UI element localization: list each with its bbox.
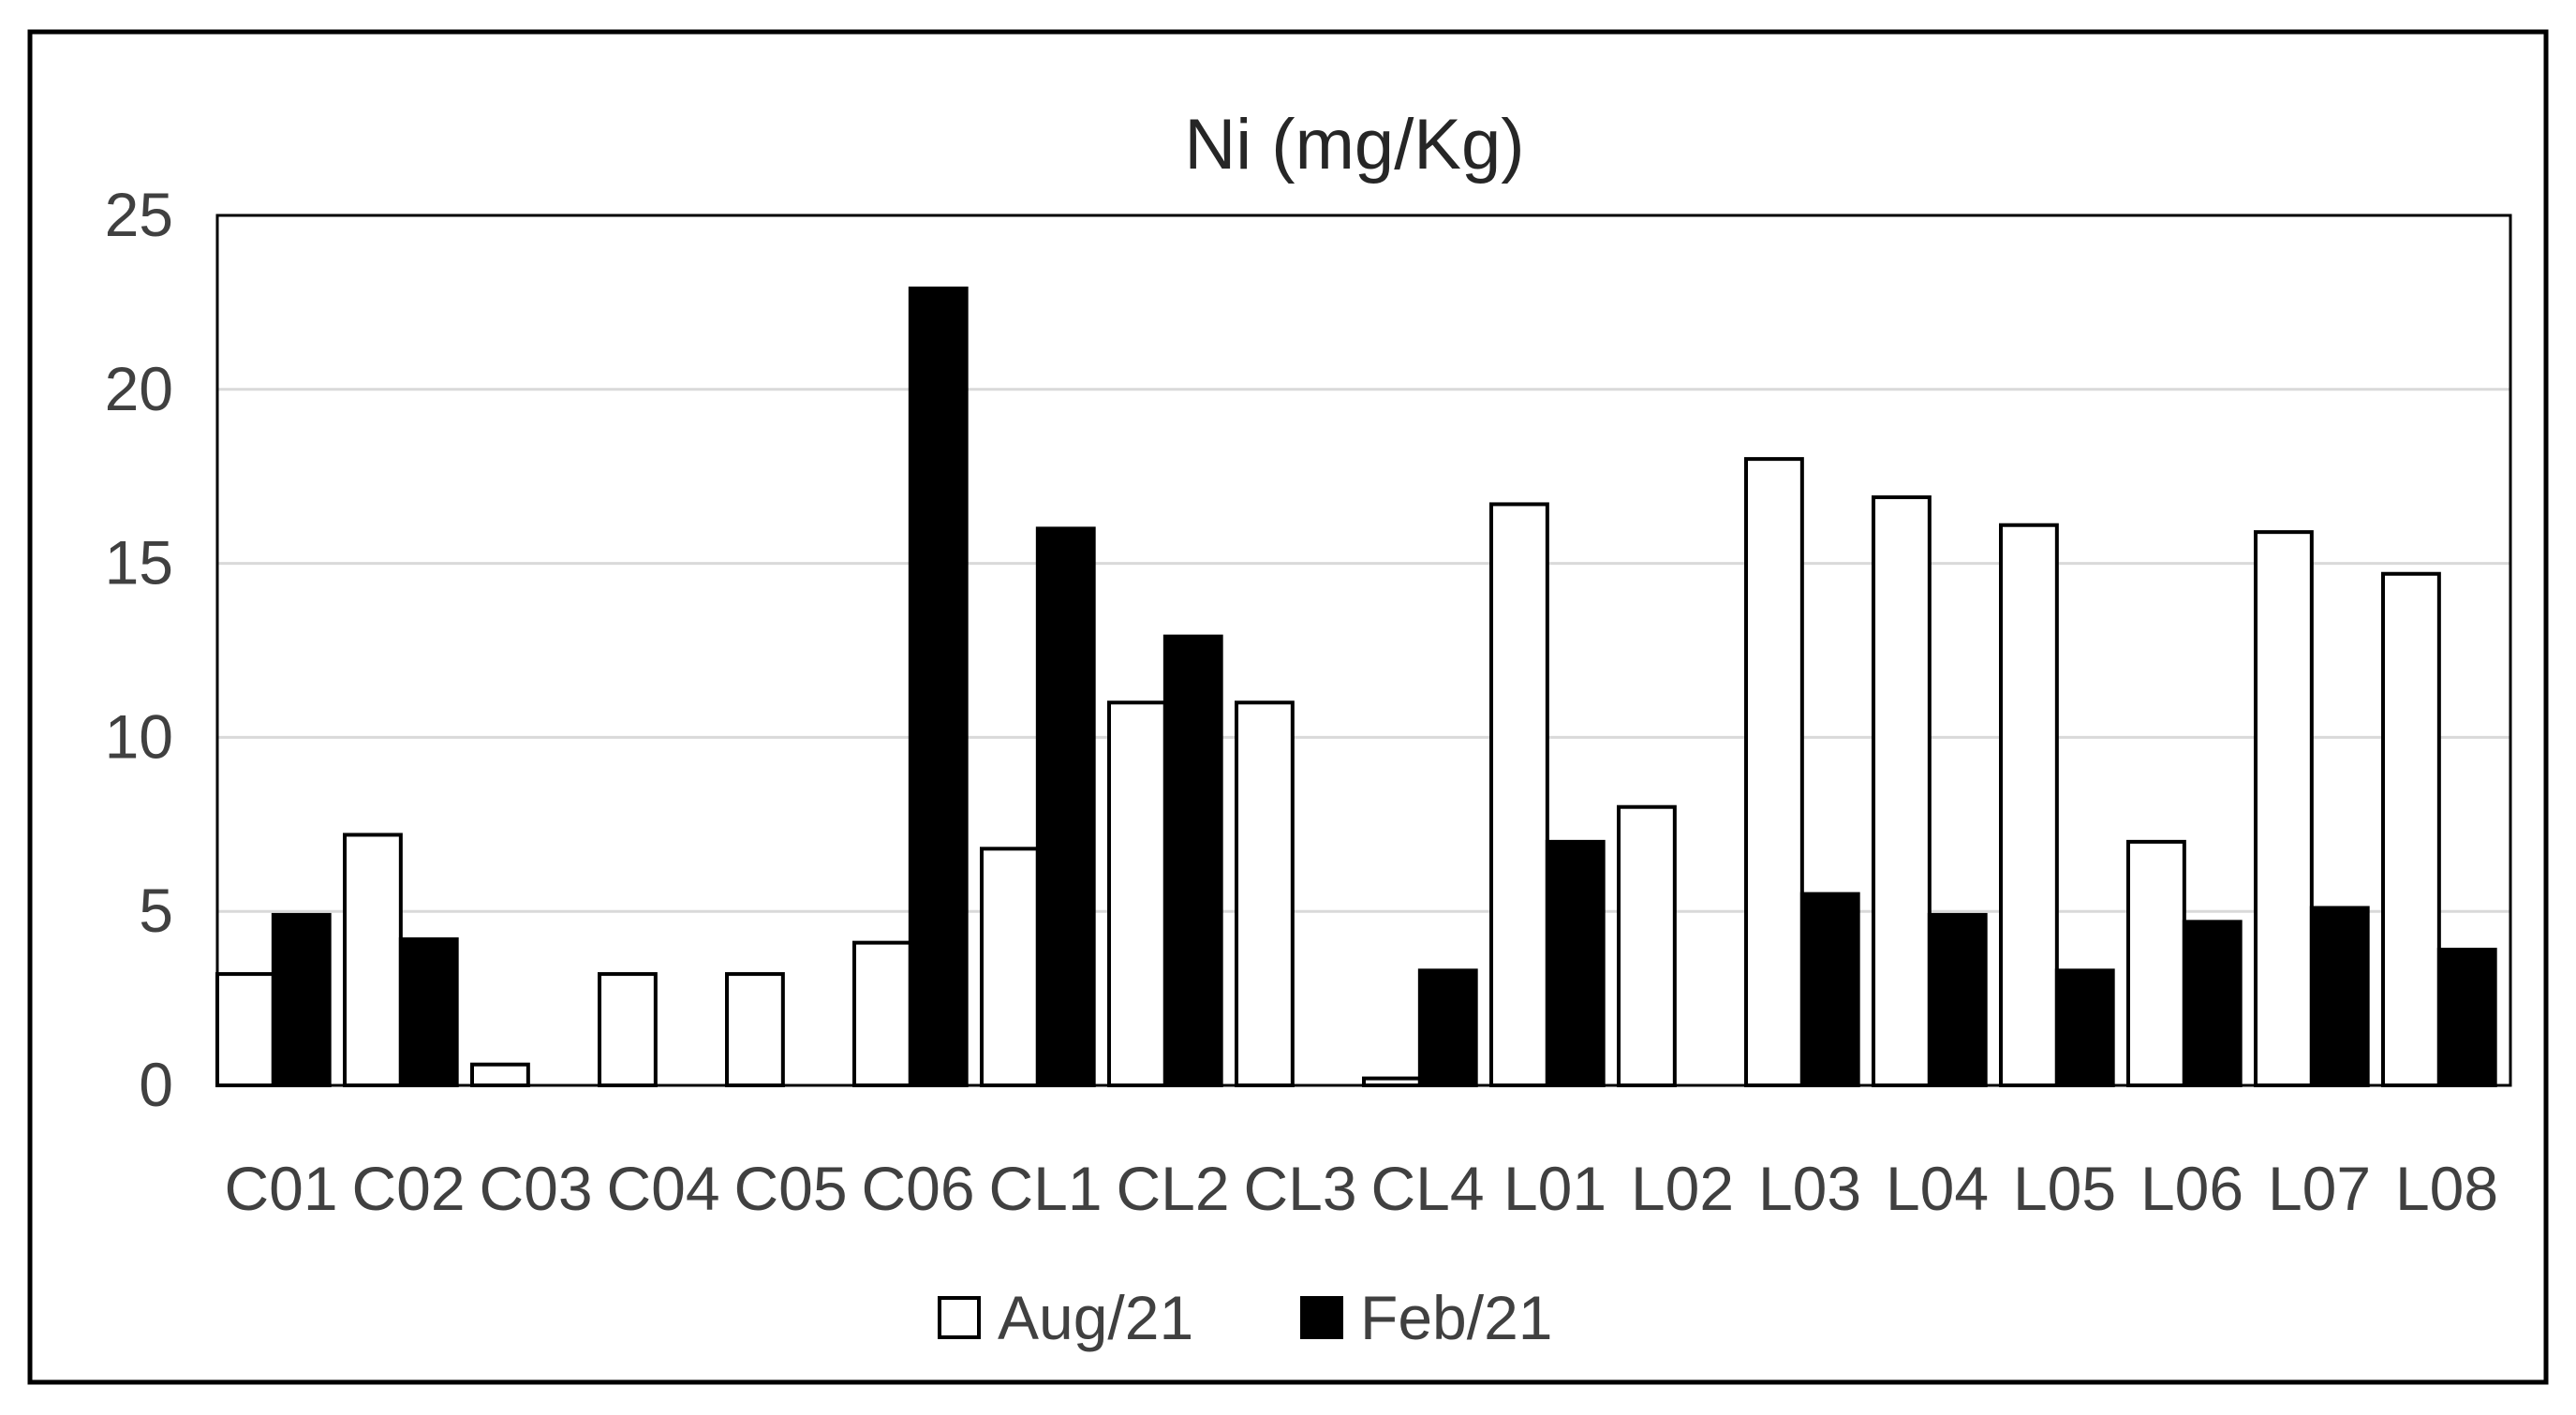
bar-feb-21-l07 [2309,906,2370,1088]
x-tick-label: CL1 [988,1154,1102,1223]
x-tick-label: C02 [351,1154,465,1223]
legend-label: Feb/21 [1360,1283,1552,1352]
chart-title: Ni (mg/Kg) [1184,105,1524,184]
bar-aug-21-l02 [1617,804,1677,1087]
x-tick-label: C05 [733,1154,847,1223]
bar-aug-21-l05 [1999,523,2059,1087]
legend: Aug/21 Feb/21 [938,1283,1552,1352]
bar-feb-21-l01 [1545,839,1606,1087]
x-tick-label: L01 [1503,1154,1606,1223]
legend-swatch [1300,1296,1343,1339]
bar-aug-21-c06 [852,940,912,1087]
bar-feb-21-c06 [908,287,969,1087]
bar-aug-21-c05 [725,972,785,1088]
x-tick-label: CL2 [1116,1154,1229,1223]
legend-swatch [938,1296,981,1339]
bar-aug-21-c01 [215,972,275,1088]
y-tick-label: 25 [105,180,173,249]
bar-feb-21-c02 [398,936,459,1087]
x-tick-label: C04 [606,1154,719,1223]
y-tick-label: 20 [105,354,173,423]
y-tick-label: 10 [105,701,173,771]
bar-feb-21-c01 [271,912,332,1088]
x-tick-label: L03 [1758,1154,1861,1223]
x-tick-label: C06 [861,1154,974,1223]
bar-aug-21-l04 [1872,494,1932,1087]
x-tick-label: L02 [1631,1154,1734,1223]
bar-aug-21-l07 [2254,530,2314,1087]
bar-aug-21-cl2 [1107,700,1167,1087]
bar-aug-21-l08 [2381,571,2441,1087]
bar-aug-21-cl3 [1235,700,1295,1087]
bar-feb-21-cl4 [1417,968,1478,1087]
y-tick-label: 0 [139,1050,173,1119]
x-tick-label: CL3 [1243,1154,1356,1223]
plot-area-frame [215,214,2512,1087]
bar-aug-21-c03 [470,1062,530,1087]
x-tick-label: L06 [2140,1154,2243,1223]
bars [215,287,2497,1088]
bar-aug-21-cl1 [980,847,1040,1088]
bar-aug-21-l01 [1489,502,1549,1087]
y-axis-ticks: 0 5 10 15 20 25 [105,180,173,1119]
x-tick-label: C01 [224,1154,337,1223]
bar-feb-21-cl1 [1035,526,1096,1087]
bar-aug-21-c04 [598,972,658,1088]
bar-aug-21-c02 [343,833,403,1087]
x-tick-label: L05 [2013,1154,2116,1223]
x-tick-label: L07 [2268,1154,2371,1223]
bar-feb-21-cl2 [1162,634,1223,1087]
bar-feb-21-l04 [1927,912,1988,1088]
x-tick-label: L08 [2395,1154,2498,1223]
legend-label: Aug/21 [998,1283,1193,1352]
bar-feb-21-l03 [1799,892,1860,1087]
bar-aug-21-l06 [2126,839,2186,1087]
x-tick-label: CL4 [1370,1154,1484,1223]
y-tick-label: 5 [139,876,173,945]
x-tick-label: C03 [479,1154,592,1223]
bar-feb-21-l05 [2054,968,2115,1087]
bar-feb-21-l08 [2436,948,2497,1087]
y-tick-label: 15 [105,528,173,597]
bar-feb-21-l06 [2182,920,2243,1088]
x-tick-label: L04 [1886,1154,1989,1223]
x-axis-labels: C01 C02 C03 C04 C05 C06 CL1 CL2 CL3 CL4 L01 L02 L03 L… [224,1154,2498,1223]
bar-aug-21-l03 [1744,457,1804,1087]
